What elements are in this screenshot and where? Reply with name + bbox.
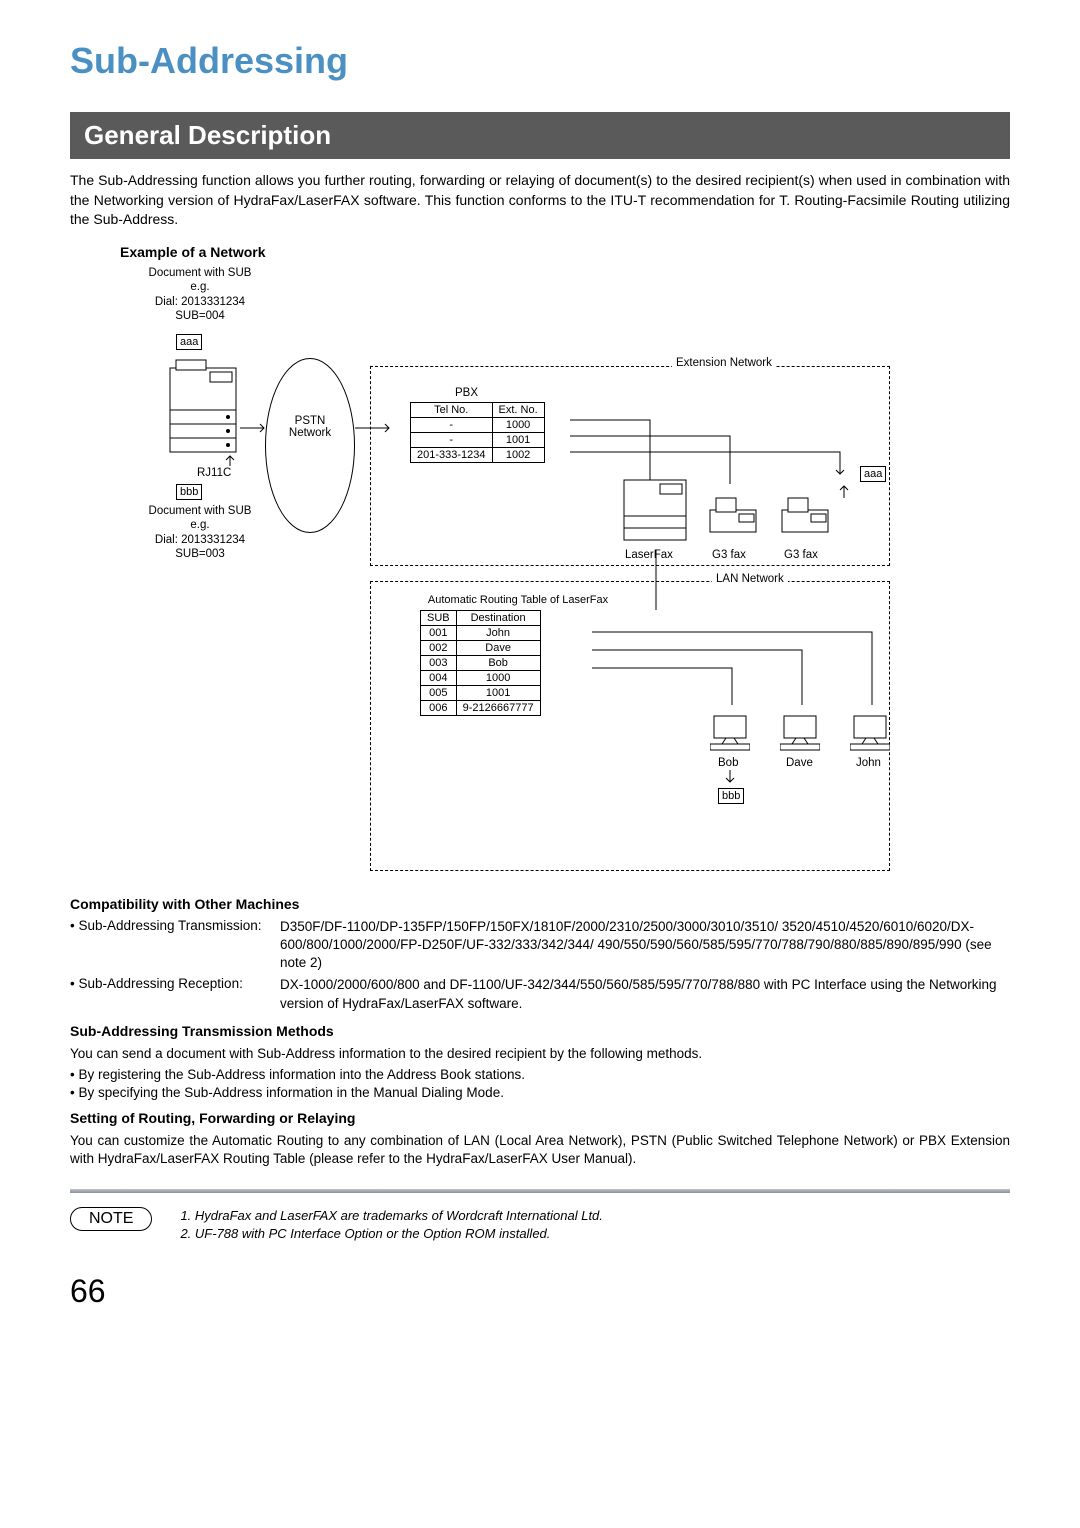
vert-line <box>650 550 662 610</box>
aaa-box-1: aaa <box>176 334 202 350</box>
extension-network-label: Extension Network <box>672 356 776 370</box>
printer-icon <box>164 358 242 458</box>
doc-sub-2: Document with SUBe.g.Dial: 2013331234SUB… <box>130 504 270 562</box>
routing-th: SUB <box>421 610 457 625</box>
routing-title: Automatic Routing Table of LaserFax <box>418 594 618 606</box>
arrow-down-icon <box>724 770 736 786</box>
routing-cell: 1001 <box>456 685 540 700</box>
methods-bullets: • By registering the Sub-Address informa… <box>70 1067 1010 1100</box>
pstn-oval: PSTNNetwork <box>265 358 355 533</box>
routing-cell: 9-2126667777 <box>456 700 540 715</box>
pbx-lines <box>570 404 880 564</box>
routing-cell: 1000 <box>456 670 540 685</box>
pc-name-bob: Bob <box>718 756 738 770</box>
g3fax-icon <box>780 496 830 536</box>
lan-network-label: LAN Network <box>712 572 788 586</box>
g3fax-label-1: G3 fax <box>712 548 746 562</box>
pbx-th: Ext. No. <box>492 402 544 417</box>
note-line: 2. UF-788 with PC Interface Option or th… <box>180 1225 602 1243</box>
note-row: NOTE 1. HydraFax and LaserFAX are tradem… <box>70 1207 1010 1243</box>
bbb-box-1: bbb <box>176 484 202 500</box>
pbx-cell: 1001 <box>492 432 544 447</box>
note-pill: NOTE <box>70 1207 152 1231</box>
note-text: 1. HydraFax and LaserFAX are trademarks … <box>180 1207 602 1243</box>
pstn-label: PSTNNetwork <box>289 415 331 439</box>
routing-heading: Setting of Routing, Forwarding or Relayi… <box>70 1110 1010 1126</box>
compat-label: • Sub-Addressing Transmission: <box>70 918 280 973</box>
routing-table: SUBDestination 001John 002Dave 003Bob 00… <box>420 610 541 716</box>
routing-cell: John <box>456 625 540 640</box>
arrow-up-icon <box>838 484 850 498</box>
rj11c-label: RJ11C <box>197 466 231 480</box>
doc-sub-1: Document with SUBe.g.Dial: 2013331234SUB… <box>130 266 270 324</box>
intro-paragraph: The Sub-Addressing function allows you f… <box>70 171 1010 230</box>
pc-icon <box>710 714 750 752</box>
methods-intro: You can send a document with Sub-Address… <box>70 1045 1010 1063</box>
compat-row: • Sub-Addressing Reception: DX-1000/2000… <box>70 976 1010 1012</box>
arrow-up-icon <box>224 454 236 466</box>
chapter-title: Sub-Addressing <box>70 40 1010 82</box>
pbx-cell: - <box>411 417 493 432</box>
pbx-table: Tel No.Ext. No. -1000 -1001 201-333-1234… <box>410 402 545 463</box>
routing-cell: 005 <box>421 685 457 700</box>
routing-cell: 001 <box>421 625 457 640</box>
aaa-box-2: aaa <box>860 466 886 482</box>
pc-icon <box>780 714 820 752</box>
g3fax-icon <box>708 496 758 536</box>
routing-cell: 006 <box>421 700 457 715</box>
arrow-right-icon <box>240 422 270 434</box>
routing-text: You can customize the Automatic Routing … <box>70 1132 1010 1168</box>
page-number: 66 <box>70 1273 1010 1310</box>
pbx-cell: 1000 <box>492 417 544 432</box>
routing-cell: Bob <box>456 655 540 670</box>
pbx-cell: 201-333-1234 <box>411 447 493 462</box>
pc-name-john: John <box>856 756 881 770</box>
routing-cell: 002 <box>421 640 457 655</box>
laserfax-icon <box>620 474 690 550</box>
pc-icon <box>850 714 890 752</box>
diagram-heading: Example of a Network <box>120 244 1010 260</box>
pc-name-dave: Dave <box>786 756 813 770</box>
routing-cell: Dave <box>456 640 540 655</box>
pbx-th: Tel No. <box>411 402 493 417</box>
compat-row: • Sub-Addressing Transmission: D350F/DF-… <box>70 918 1010 973</box>
bbb-box-2: bbb <box>718 788 744 804</box>
methods-heading: Sub-Addressing Transmission Methods <box>70 1023 1010 1039</box>
compat-heading: Compatibility with Other Machines <box>70 896 1010 912</box>
pbx-cell: 1002 <box>492 447 544 462</box>
routing-cell: 004 <box>421 670 457 685</box>
compat-label: • Sub-Addressing Reception: <box>70 976 280 1012</box>
note-line: 1. HydraFax and LaserFAX are trademarks … <box>180 1207 602 1225</box>
pbx-label: PBX <box>455 386 478 400</box>
network-diagram: Document with SUBe.g.Dial: 2013331234SUB… <box>120 266 900 886</box>
arrow-right-icon <box>355 422 395 434</box>
routing-th: Destination <box>456 610 540 625</box>
laserfax-label: LaserFax <box>625 548 673 562</box>
compat-text: D350F/DF-1100/DP-135FP/150FP/150FX/1810F… <box>280 918 1010 973</box>
routing-cell: 003 <box>421 655 457 670</box>
footer-separator <box>70 1189 1010 1193</box>
pbx-cell: - <box>411 432 493 447</box>
section-heading: General Description <box>70 112 1010 159</box>
bullet-item: • By specifying the Sub-Address informat… <box>70 1085 1010 1100</box>
g3fax-label-2: G3 fax <box>784 548 818 562</box>
bullet-item: • By registering the Sub-Address informa… <box>70 1067 1010 1082</box>
compat-text: DX-1000/2000/600/800 and DF-1100/UF-342/… <box>280 976 1010 1012</box>
